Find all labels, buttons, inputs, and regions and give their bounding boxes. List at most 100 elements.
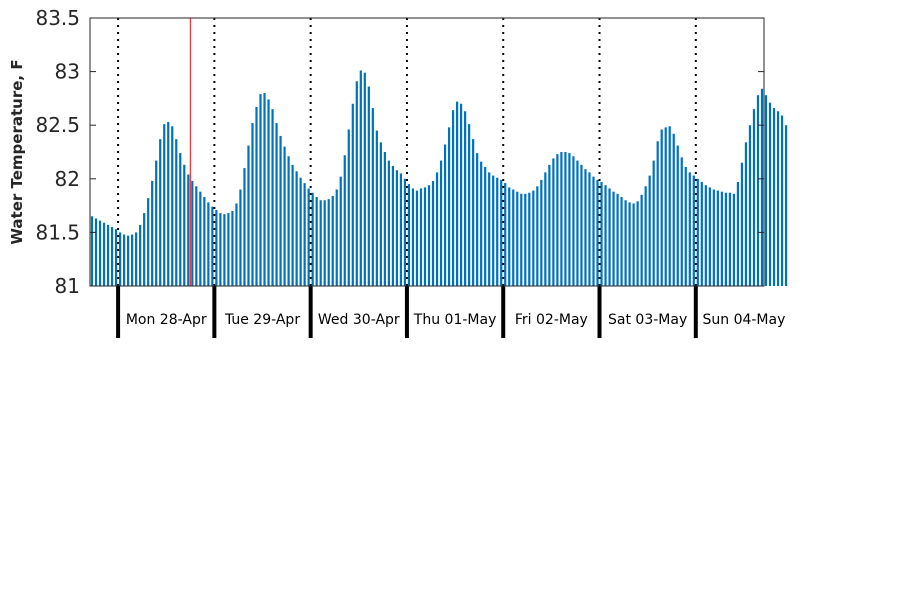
temperature-bar [431,180,435,286]
temperature-bar [235,203,238,286]
temperature-bar [644,186,647,286]
temperature-bar [576,160,579,286]
temperature-bar [367,86,370,286]
temperature-bar [295,171,298,286]
temperature-bar [720,191,723,286]
temperature-bar [187,174,190,286]
temperature-bar [684,167,687,286]
day-label: Mon 28-Apr [126,312,207,328]
temperature-bar [455,101,459,287]
temperature-bar [94,218,98,286]
day-label: Wed 30-Apr [318,312,400,328]
temperature-bar [460,103,463,286]
temperature-bar [411,188,415,286]
temperature-bar [688,172,691,286]
temperature-bar [363,72,366,286]
temperature-bar [472,139,475,286]
temperature-bar [427,185,431,286]
y-axis-ticks: 81 81.5 82 82.5 83 83.5 [35,6,764,298]
temperature-bar [135,232,138,286]
temperature-bar [512,189,515,286]
temperature-bar [552,158,555,286]
temperature-bar [183,164,186,286]
temperature-bar [375,130,378,286]
temperature-bar [560,152,563,286]
temperature-bar [496,177,499,286]
temperature-bar [680,157,683,286]
temperature-bar [339,176,342,286]
temperature-bar [772,108,776,286]
temperature-bar [447,127,451,286]
temperature-bar [632,203,635,286]
temperature-bar [732,193,736,286]
temperature-bar [556,154,559,286]
temperature-bar [155,160,158,286]
temperature-bar [748,125,752,286]
temperature-bar [524,193,527,286]
temperature-bar [263,93,266,286]
temperature-bar [652,160,655,286]
temperature-bar [744,142,748,286]
temperature-bar [736,182,740,286]
y-tick-label: 82.5 [35,113,80,137]
temperature-bar [656,141,659,286]
plot-area-frame [89,17,765,287]
temperature-bar [407,184,411,286]
temperature-bar [275,123,278,286]
temperature-bar [500,179,503,286]
temperature-bar [476,153,479,286]
temperature-bar [399,173,403,286]
temperature-bar [283,146,286,286]
temperature-bar [351,103,354,286]
temperature-bar [668,126,671,287]
temperature-bar [311,192,314,286]
bar-series [90,70,788,287]
day-label: Tue 29-Apr [224,312,300,328]
temperature-bar [239,189,242,286]
temperature-bar [191,180,194,286]
temperature-bar [287,156,290,286]
temperature-bar [179,153,182,286]
temperature-bar [712,189,715,286]
temperature-bar [331,195,334,286]
temperature-bar [760,88,764,286]
temperature-bar [616,193,619,286]
temperature-bar [532,190,535,286]
y-tick-label: 81.5 [35,220,80,244]
temperature-bar [484,167,487,286]
temperature-bar [572,156,575,286]
y-tick-label: 81 [55,274,80,298]
temperature-bar [223,214,226,286]
temperature-bar [692,175,695,286]
temperature-bar [636,201,639,286]
temperature-bar [584,169,587,286]
temperature-bar [540,179,543,286]
temperature-bar [131,234,134,286]
temperature-bar [728,192,732,286]
temperature-bar [271,109,274,287]
temperature-bar [303,183,306,286]
temperature-bar [716,190,719,286]
temperature-bar [492,175,495,286]
temperature-bar [423,187,427,286]
temperature-bar [620,197,623,286]
temperature-bar [596,179,599,286]
temperature-bar [700,182,703,286]
temperature-bar [231,210,234,286]
temperature-bar [640,194,643,286]
temperature-bar [708,187,711,286]
day-boundary-lines [116,18,698,338]
temperature-bar [568,153,571,286]
temperature-bar [307,188,310,286]
temperature-bar [315,197,318,286]
temperature-bar [151,180,154,286]
temperature-bar [379,142,382,286]
day-label: Fri 02-May [515,312,588,328]
temperature-bar [215,209,218,286]
temperature-bar [106,224,110,286]
temperature-bar [90,216,94,286]
day-label: Thu 01-May [413,312,497,328]
temperature-bar [604,185,607,286]
temperature-bar [299,177,302,286]
